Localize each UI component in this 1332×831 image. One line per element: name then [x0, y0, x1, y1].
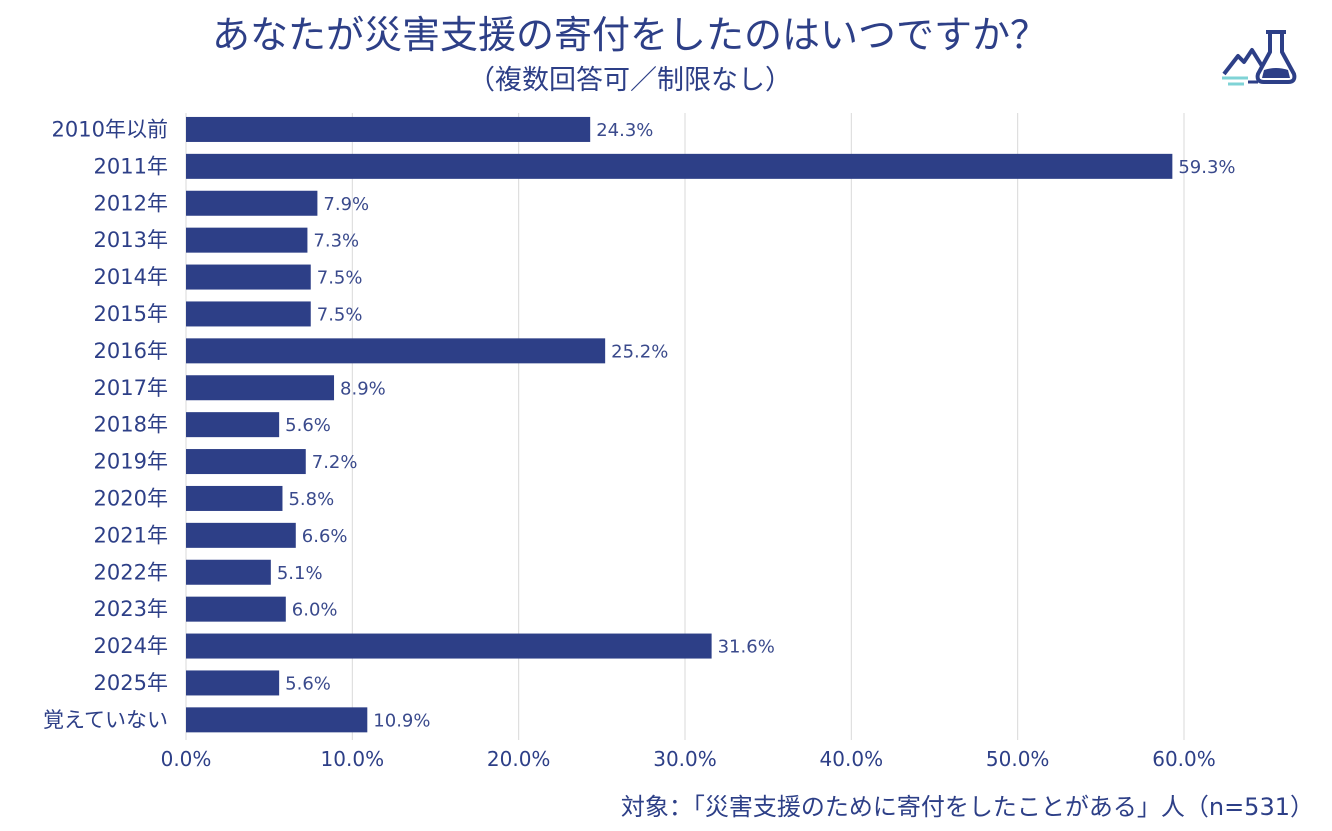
bar — [186, 559, 271, 585]
bar — [186, 522, 296, 548]
bar — [186, 264, 311, 290]
category-label: 2023年 — [94, 597, 168, 621]
data-label: 7.9% — [323, 194, 369, 215]
category-label: 2015年 — [94, 302, 168, 326]
data-label: 7.5% — [317, 268, 363, 289]
data-label: 8.9% — [340, 378, 386, 399]
data-label: 5.6% — [285, 673, 331, 694]
data-label: 24.3% — [596, 120, 653, 141]
bar — [186, 375, 335, 401]
category-label: 2012年 — [94, 191, 168, 215]
chart-title: あなたが災害支援の寄付をしたのはいつですか？ — [211, 13, 1048, 57]
sample-note: 対象：「災害支援のために寄付をしたことがある」人（n=531） — [620, 793, 1314, 821]
bar — [186, 301, 311, 327]
category-label: 2013年 — [94, 228, 168, 252]
x-tick-label: 0.0% — [161, 747, 212, 771]
bar — [186, 485, 283, 511]
category-label: 2024年 — [94, 634, 168, 658]
category-label: 2025年 — [94, 671, 168, 695]
bar — [186, 707, 368, 733]
bar — [186, 596, 286, 622]
x-tick-label: 60.0% — [1152, 747, 1216, 771]
data-label: 25.2% — [611, 341, 668, 362]
data-label: 5.8% — [288, 489, 334, 510]
data-label: 6.6% — [302, 526, 348, 547]
category-label: 2017年 — [94, 376, 168, 400]
category-label: 2019年 — [94, 450, 168, 474]
bar — [186, 449, 306, 475]
data-label: 59.3% — [1178, 157, 1235, 178]
data-label: 6.0% — [292, 600, 338, 621]
bar — [186, 670, 280, 696]
x-tick-label: 20.0% — [487, 747, 551, 771]
data-label: 5.6% — [285, 415, 331, 436]
x-tick-label: 30.0% — [653, 747, 717, 771]
data-label: 7.2% — [312, 452, 358, 473]
data-label: 10.9% — [373, 710, 430, 731]
mountain-flask-icon — [1222, 30, 1297, 86]
bar — [186, 227, 308, 253]
data-label: 7.5% — [317, 304, 363, 325]
x-tick-label: 10.0% — [321, 747, 385, 771]
x-tick-label: 40.0% — [820, 747, 884, 771]
bar — [186, 116, 591, 142]
category-label: 2010年以前 — [52, 117, 168, 141]
bar — [186, 412, 280, 438]
bar — [186, 190, 318, 216]
bar — [186, 338, 606, 364]
x-tick-label: 50.0% — [986, 747, 1050, 771]
bar — [186, 153, 1173, 179]
chart-subtitle: （複数回答可／制限なし） — [468, 65, 792, 96]
data-label: 7.3% — [313, 231, 359, 252]
data-label: 31.6% — [718, 637, 775, 658]
category-label: 2016年 — [94, 339, 168, 363]
category-label: 2018年 — [94, 413, 168, 437]
data-label: 5.1% — [277, 563, 323, 584]
category-label: 2020年 — [94, 486, 168, 510]
category-label: 2022年 — [94, 560, 168, 584]
category-label: 2014年 — [94, 265, 168, 289]
category-label: 2021年 — [94, 523, 168, 547]
bar — [186, 633, 712, 659]
category-label: 覚えていない — [43, 708, 168, 732]
category-label: 2011年 — [94, 154, 168, 178]
